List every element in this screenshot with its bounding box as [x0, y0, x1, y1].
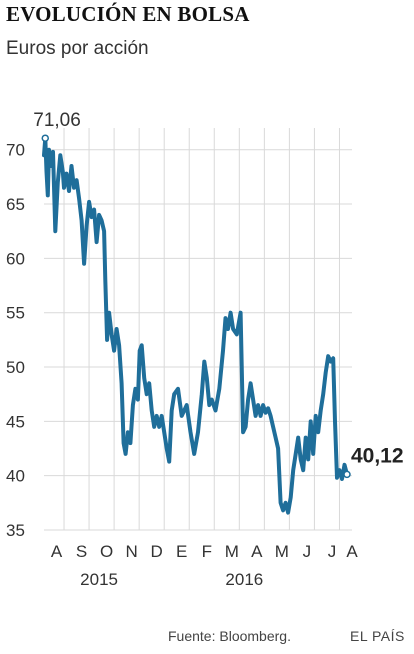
last-value-label: 40,12	[351, 444, 404, 467]
x-tick-label: E	[176, 542, 187, 561]
x-tick-label: J	[303, 542, 312, 561]
chart-title: EVOLUCIÓN EN BOLSA	[6, 2, 250, 26]
x-tick-label: F	[202, 542, 212, 561]
annotation-marker	[343, 470, 351, 479]
year-label: 2015	[80, 570, 118, 589]
price-line	[42, 136, 349, 515]
annotation-marker	[41, 134, 50, 142]
x-tick-label: A	[51, 542, 63, 561]
x-tick-label: O	[100, 542, 113, 561]
x-tick-label: M	[275, 542, 289, 561]
y-tick-label: 70	[6, 141, 25, 160]
chart-subtitle: Euros por acción	[6, 38, 149, 59]
x-tick-label: S	[76, 542, 87, 561]
x-tick-label: N	[126, 542, 138, 561]
y-tick-label: 40	[6, 467, 25, 486]
source-note: Fuente: Bloomberg.	[168, 628, 291, 644]
annotation-layer: 71,06 40,12	[33, 110, 404, 479]
x-tick-label: D	[151, 542, 163, 561]
y-tick-label: 60	[6, 249, 25, 268]
x-tick-label: J	[328, 542, 337, 561]
y-tick-label: 35	[6, 521, 25, 540]
y-tick-label: 45	[6, 412, 25, 431]
publisher-brand: EL PAÍS	[350, 628, 405, 644]
year-label: 2016	[225, 570, 263, 589]
y-tick-label: 65	[6, 195, 25, 214]
max-value-label: 71,06	[33, 110, 81, 131]
y-tick-label: 55	[6, 304, 25, 323]
x-tick-label: M	[225, 542, 239, 561]
series-layer	[42, 136, 349, 515]
x-tick-label: A	[251, 542, 263, 561]
y-tick-label: 50	[6, 358, 25, 377]
grid-layer	[44, 128, 352, 531]
x-tick-label: A	[346, 542, 358, 561]
